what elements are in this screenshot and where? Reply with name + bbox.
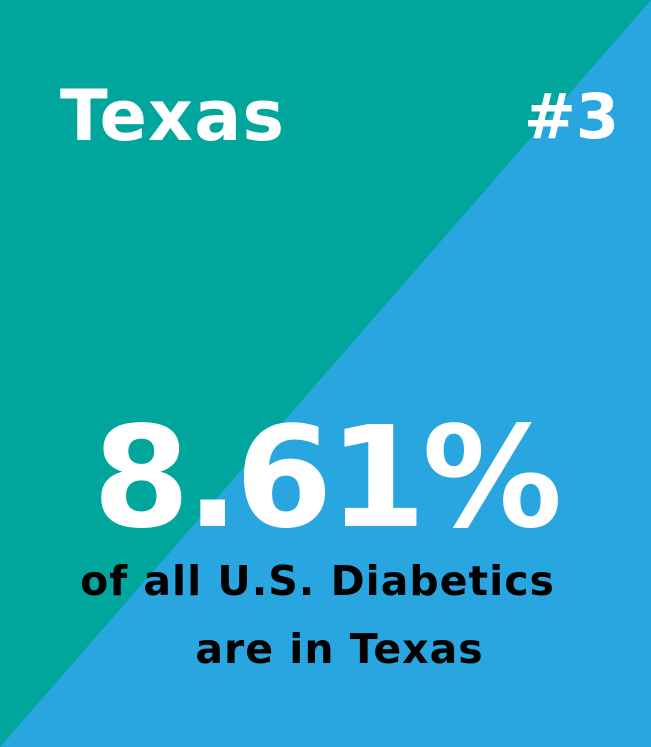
rank-badge: #3 [523, 80, 619, 153]
caption-line-2: are in Texas [195, 625, 484, 673]
caption-line-1: of all U.S. Diabetics [80, 557, 555, 605]
percentage-statistic: 8.61% [92, 397, 563, 560]
state-title: Texas [60, 75, 285, 157]
